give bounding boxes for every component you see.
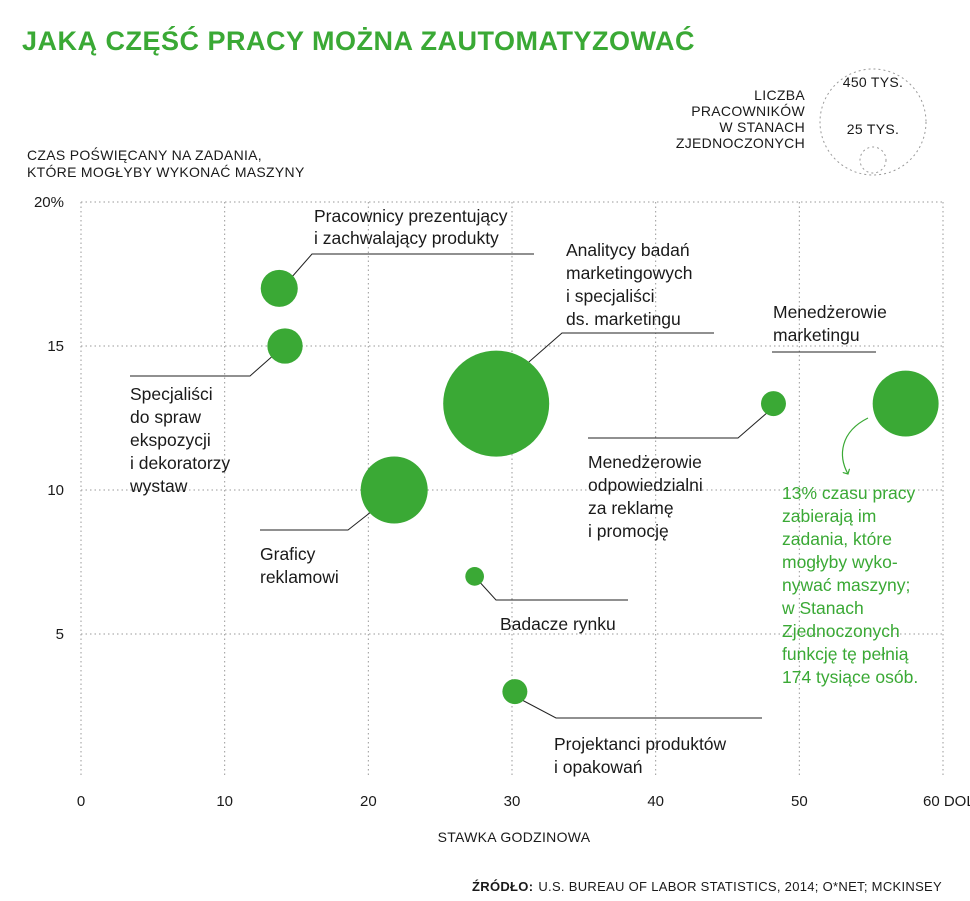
leader-line-display [130, 345, 285, 377]
point-label-analysts-line-1: Analitycy badań [566, 240, 690, 260]
leader-line-graphic [260, 507, 377, 531]
x-tick-label: 30 [504, 793, 521, 810]
size-legend: LICZBA PRACOWNIKÓW W STANACH ZJEDNOCZONY… [676, 68, 927, 176]
bubble-point [465, 567, 484, 586]
point-label-marketing-managers-line-1: Menedżerowie [773, 302, 887, 322]
bubble-point [872, 370, 939, 437]
source-text: U.S. BUREAU OF LABOR STATISTICS, 2014; O… [538, 879, 942, 894]
point-label-researchers-line-1: Badacze rynku [500, 614, 616, 634]
point-label-display-line-3: ekspozycji [130, 430, 211, 450]
point-label-display-line-5: wystaw [129, 476, 188, 496]
size-legend-label-line-2: PRACOWNIKÓW [691, 103, 805, 119]
size-legend-label-line-4: ZJEDNOCZONYCH [676, 135, 805, 151]
annotation-line-8: funkcję tę pełnią [782, 644, 909, 664]
point-label-designers-line-2: i opakowań [554, 757, 643, 777]
bubble-point [267, 328, 303, 364]
size-legend-large-label: 450 TYS. [843, 74, 904, 90]
y-tick-label: 15 [47, 338, 64, 355]
point-label-display-line-4: i dekoratorzy [130, 453, 230, 473]
source-label: ŹRÓDŁO: [472, 879, 533, 894]
annotation-line-6: w Stanach [781, 598, 864, 618]
y-tick-label: 10 [47, 482, 64, 499]
chart-title: JAKĄ CZĘŚĆ PRACY MOŻNA ZAUTOMATYZOWAĆ [22, 25, 695, 56]
point-label-ad-managers-line-2: odpowiedzialni [588, 475, 703, 495]
point-label-ad-managers-line-4: i promocję [588, 521, 669, 541]
axis-ticks: 0 10 20 30 40 50 60 DOL. 5 10 15 20% [34, 194, 970, 810]
point-label-display-line-2: do spraw [130, 407, 201, 427]
annotation-line-3: zadania, które [782, 529, 892, 549]
y-tick-label: 5 [56, 626, 64, 643]
point-label-ad-managers-line-3: za reklamę [588, 498, 674, 518]
size-legend-label-line-1: LICZBA [754, 87, 805, 103]
x-tick-label: 10 [216, 793, 233, 810]
point-labels: Pracownicy prezentujący i zachwalający p… [129, 206, 887, 777]
x-tick-label: 40 [647, 793, 664, 810]
x-tick-label: 0 [77, 793, 85, 810]
size-legend-large-circle [819, 68, 927, 176]
bubble-point [760, 391, 786, 417]
point-label-analysts-line-2: marketingowych [566, 263, 692, 283]
size-legend-small-label: 25 TYS. [847, 121, 899, 137]
leader-line-researchers [475, 577, 628, 601]
y-axis-label-line-2: KTÓRE MOGŁYBY WYKONAĆ MASZYNY [27, 164, 305, 180]
annotation-line-2: zabierają im [782, 506, 876, 526]
x-tick-label: 50 [791, 793, 808, 810]
point-label-graphic-line-2: reklamowi [260, 567, 339, 587]
bubbles [260, 269, 939, 705]
leader-line-presenters [283, 253, 534, 287]
bubble-point [260, 269, 298, 307]
leader-line-designers [521, 699, 762, 719]
y-tick-label: 20% [34, 194, 64, 211]
point-label-analysts-line-3: i specjaliści [566, 286, 655, 306]
bubble-point [360, 456, 428, 524]
point-label-presenters-line-2: i zachwalający produkty [314, 228, 499, 248]
x-axis-label: STAWKA GODZINOWA [438, 829, 591, 845]
point-label-designers-line-1: Projektanci produktów [554, 734, 727, 754]
point-label-graphic-line-1: Graficy [260, 544, 316, 564]
annotation-line-5: nywać maszyny; [782, 575, 910, 595]
annotation: 13% czasu pracy zabierają im zadania, kt… [781, 417, 918, 687]
leader-line-ad-managers [588, 411, 769, 439]
leader-line-analysts [521, 332, 714, 369]
size-legend-small-circle [859, 146, 887, 174]
source-note: ŹRÓDŁO: U.S. BUREAU OF LABOR STATISTICS, … [472, 879, 942, 894]
x-tick-label: 20 [360, 793, 377, 810]
annotation-line-7: Zjednoczonych [782, 621, 900, 641]
point-label-presenters-line-1: Pracownicy prezentujący [314, 206, 508, 226]
x-tick-label: 60 DOL. [923, 793, 970, 810]
annotation-line-1: 13% czasu pracy [782, 483, 916, 503]
annotation-line-4: mogłyby wyko- [782, 552, 898, 572]
point-label-display-line-1: Specjaliści [130, 384, 213, 404]
leader-lines [130, 253, 876, 719]
y-axis-label-line-1: CZAS POŚWIĘCANY NA ZADANIA, [27, 146, 262, 163]
bubble-point [443, 350, 550, 457]
point-label-marketing-managers-line-2: marketingu [773, 325, 860, 345]
size-legend-label-line-3: W STANACH [719, 119, 805, 135]
annotation-arrow [841, 417, 869, 474]
point-label-analysts-line-4: ds. marketingu [566, 309, 681, 329]
point-label-ad-managers-line-1: Menedżerowie [588, 452, 702, 472]
annotation-line-9: 174 tysiące osób. [782, 667, 918, 687]
bubble-point [502, 679, 528, 705]
